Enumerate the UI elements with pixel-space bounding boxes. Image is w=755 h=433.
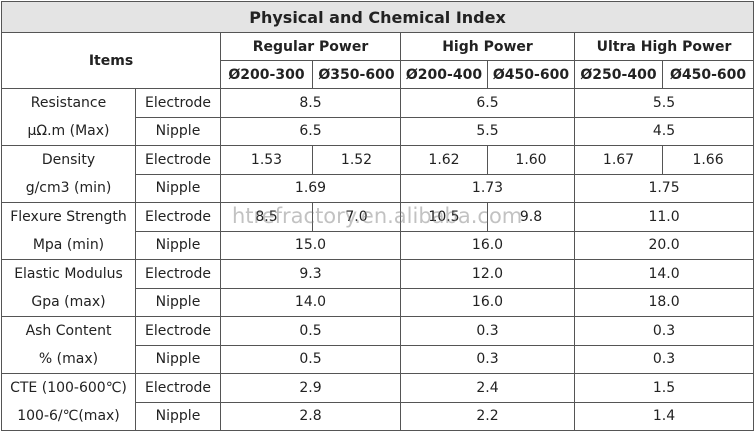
value-cell: 0.3 (400, 316, 575, 346)
value-cell: 5.5 (400, 116, 575, 146)
value-cell: 18.0 (573, 287, 755, 317)
value-cell: 1.67 (574, 145, 663, 175)
property-label: Flexure Strength Mpa (min) (1, 202, 136, 260)
data-row: Nipple 0.5 0.3 0.3 (2, 344, 755, 374)
property-label: Elastic Modulus Gpa (max) (1, 259, 136, 317)
part-name: Electrode (135, 316, 221, 346)
title-row: Physical and Chemical Index (0, 1, 755, 33)
part-name: Electrode (135, 145, 221, 175)
items-header: Items (1, 32, 221, 89)
value-cell: 16.0 (400, 230, 575, 260)
value-cell: 1.60 (487, 145, 575, 175)
value-cell: 4.5 (573, 116, 755, 146)
part-name: Nipple (135, 230, 221, 260)
property-label-line: CTE (100-600℃) (10, 380, 127, 396)
value-cell: 2.9 (220, 373, 401, 403)
value-cell: 1.69 (220, 173, 401, 203)
data-row: Flexure Strength Mpa (min) Electrode 8.5 7.0… (1, 202, 755, 260)
group-header: High Power (400, 32, 575, 61)
size-header: Ø200-400 (400, 60, 488, 89)
value-cell: 8.5 (220, 88, 401, 118)
value-cell: 9.3 (220, 259, 401, 289)
part-name: Nipple (135, 344, 221, 374)
header-row: Ø200-300 Ø350-600 Ø200-400 Ø450-600 Ø250-400… (2, 60, 755, 89)
value-cell: 6.5 (400, 88, 575, 118)
value-cell: 1.62 (400, 145, 488, 175)
value-cell: 2.8 (220, 401, 401, 431)
value-cell: 1.75 (573, 173, 755, 203)
value-cell: 5.5 (573, 88, 755, 118)
size-header: Ø450-600 (487, 60, 575, 89)
value-cell: 1.52 (312, 145, 401, 175)
value-cell: 9.8 (487, 202, 575, 232)
property-label-line: 100-6/℃(max) (17, 408, 120, 424)
value-cell: 1.66 (661, 145, 755, 175)
watermark: htrefractory.en.alibaba.com (232, 204, 523, 228)
property-label-line: g/cm3 (min) (25, 180, 112, 196)
group-header: Ultra High Power (573, 32, 755, 61)
size-header: Ø200-300 (220, 60, 313, 89)
value-cell: 14.0 (220, 287, 401, 317)
property-label: Density g/cm3 (min) (1, 145, 136, 203)
property-label-line: Density (41, 152, 96, 168)
value-cell: 8.5 (220, 202, 313, 232)
value-cell: 16.0 (400, 287, 575, 317)
part-name: Electrode (135, 202, 221, 232)
value-cell: 1.53 (220, 145, 313, 175)
part-name: Nipple (135, 401, 221, 431)
value-cell: 1.73 (400, 173, 575, 203)
value-cell: 0.5 (220, 316, 401, 346)
property-label-line: % (max) (38, 351, 99, 367)
value-cell: 11.0 (573, 202, 755, 232)
part-name: Electrode (135, 373, 221, 403)
data-row: Ash Content% (max) Electrode 0.5 0.3 0.3 (1, 316, 755, 374)
data-row: Density g/cm3 (min) Electrode 1.53 1.52 1.62 1… (1, 145, 755, 203)
value-cell: 14.0 (573, 259, 755, 289)
value-cell: 20.0 (573, 230, 755, 260)
property-label: Ash Content % (max) (1, 316, 136, 374)
property-label-line: Resistance (30, 95, 107, 111)
value-cell: 2.2 (400, 401, 575, 431)
value-cell: 1.5 (573, 373, 755, 403)
part-name: Electrode (135, 88, 221, 118)
data-row: Nipple 2.8 2.2 1.4 (2, 401, 755, 431)
value-cell: 0.3 (400, 344, 575, 374)
property-label: Resistance μΩ.m (Max) (1, 88, 136, 146)
property-label-line: μΩ.m (Max) (27, 123, 110, 139)
property-label-line: Mpa (min) (32, 237, 105, 253)
value-cell: 1.4 (573, 401, 755, 431)
data-row: Resistance μΩ.m (Max) Electrode 8.5 6.5 5.5 (1, 88, 755, 146)
property-label-line: Gpa (max) (31, 294, 106, 310)
header-row: Items Regular Power High Power Ultra High P… (1, 32, 755, 89)
part-name: Nipple (135, 287, 221, 317)
property-label-line: Flexure Strength (10, 209, 127, 225)
value-cell: 2.4 (400, 373, 575, 403)
value-cell: 12.0 (400, 259, 575, 289)
data-row: CTE (100-600℃) 100-6/℃(max) Electrode 2.9 2.… (1, 373, 755, 431)
size-header: Ø250-400 (574, 60, 663, 89)
table-title: Physical and Chemical Index (0, 1, 755, 33)
property-label: CTE (100-600℃) 100-6/℃(max) (1, 373, 136, 431)
value-cell: 15.0 (220, 230, 401, 260)
data-row: Nipple 15.0 16.0 20.0 (2, 230, 755, 260)
part-name: Nipple (135, 173, 221, 203)
size-header: Ø350-600 (312, 60, 401, 89)
data-row: Elastic Modulus Gpa (max) Electrode 9.3 12.0… (1, 259, 755, 317)
property-label-line: Elastic Modulus (14, 266, 123, 282)
property-label-line: Ash Content (25, 323, 112, 339)
value-cell: 0.3 (573, 344, 755, 374)
part-name: Electrode (135, 259, 221, 289)
group-header: Regular Power (220, 32, 401, 61)
size-header: Ø450-600 (661, 60, 755, 89)
value-cell: 0.5 (220, 344, 401, 374)
value-cell: 7.0 (312, 202, 401, 232)
part-name: Nipple (135, 116, 221, 146)
data-row: Nipple 1.69 1.73 1.75 (2, 173, 755, 203)
value-cell: 0.3 (573, 316, 755, 346)
value-cell: 6.5 (220, 116, 401, 146)
